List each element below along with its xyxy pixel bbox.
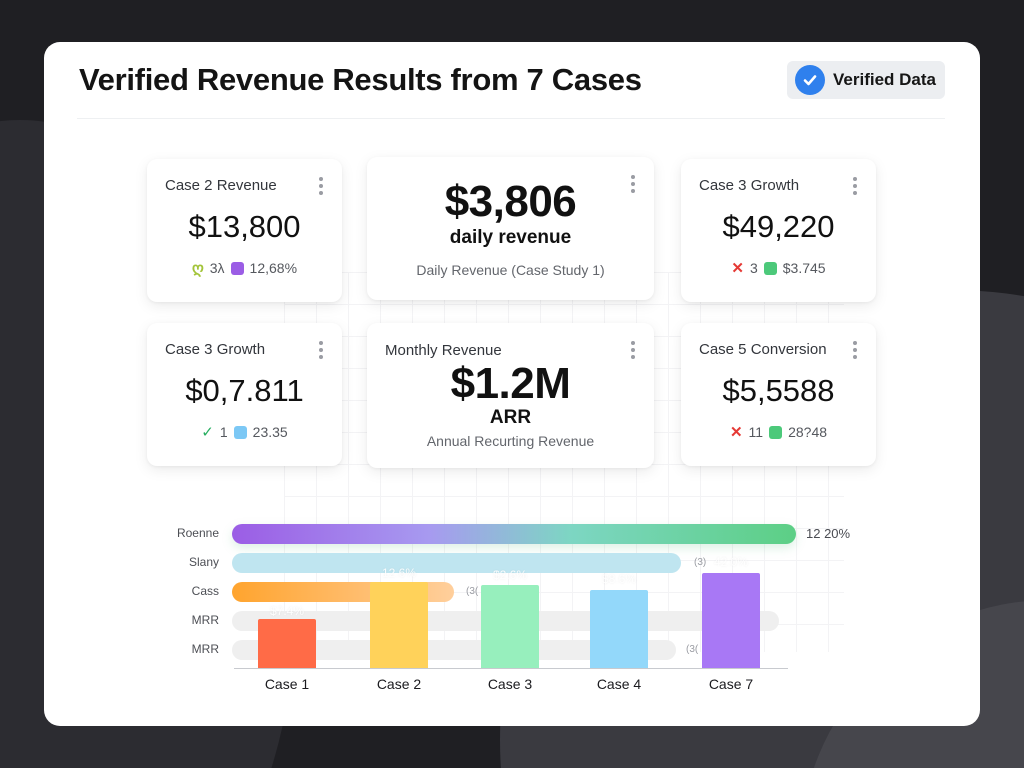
- row-label: MRR: [191, 613, 219, 627]
- more-options-icon[interactable]: [318, 177, 324, 195]
- card-subtitle: ARR: [489, 407, 532, 428]
- meta-value: 28?48: [788, 424, 828, 440]
- card-label: Monthly Revenue: [385, 342, 502, 359]
- meta-count: 3λ: [209, 260, 225, 276]
- more-options-icon[interactable]: [852, 341, 858, 359]
- x-tick-label: Case 3: [487, 676, 533, 692]
- horizontal-bar[interactable]: [232, 640, 676, 660]
- card-caption: Daily Revenue (Case Study 1): [416, 262, 605, 278]
- card-subtitle: daily revenue: [449, 227, 572, 248]
- revenue-chart: Roenne Slany Cass MRR MRR 12 20% (3) (3(…: [164, 520, 864, 695]
- card-meta: ღ 3λ 12,68%: [147, 259, 342, 277]
- x-tick-label: Case 4: [596, 676, 642, 692]
- card-meta: ✕ 3 $3.745: [681, 259, 876, 277]
- bar-case-3[interactable]: [481, 585, 539, 668]
- badge-label: Verified Data: [833, 70, 936, 89]
- metric-card-monthly-revenue[interactable]: Monthly Revenue $1.2M ARR Annual Recurti…: [367, 323, 654, 468]
- row-end-label: 12 20%: [806, 526, 851, 541]
- card-label: Case 2 Revenue: [165, 177, 277, 194]
- bar-value-label: $2.6%: [492, 568, 528, 582]
- x-tick-label: Case 2: [376, 676, 422, 692]
- meta-count: 1: [219, 424, 228, 440]
- page-title: Verified Revenue Results from 7 Cases: [79, 62, 642, 97]
- meta-count: 3: [749, 260, 758, 276]
- bar-case-7[interactable]: [702, 573, 760, 668]
- horizontal-bar[interactable]: [232, 524, 796, 544]
- row-label: MRR: [191, 642, 219, 656]
- x-tick-label: Case 7: [708, 676, 754, 692]
- card-value: $5,5588: [722, 373, 835, 408]
- legend-square-icon: [230, 261, 244, 275]
- card-value: $3,806: [444, 177, 577, 226]
- card-value: $49,220: [722, 209, 835, 244]
- bar-value-label: $8.6%: [601, 572, 637, 586]
- row-label: Cass: [191, 584, 219, 598]
- card-label: Case 3 Growth: [699, 177, 800, 194]
- card-value: $0,7.811: [185, 373, 304, 408]
- metric-card-case3-growth-2[interactable]: Case 3 Growth $0,7.811 ✓ 1 23.35: [147, 323, 342, 466]
- card-value: $13,800: [188, 209, 301, 244]
- legend-square-icon: [763, 261, 777, 275]
- bar-case-1[interactable]: [258, 619, 316, 668]
- metric-card-case3-growth[interactable]: Case 3 Growth $49,220 ✕ 3 $3.745: [681, 159, 876, 302]
- card-caption: Annual Recurting Revenue: [426, 433, 595, 449]
- check-circle-icon: [795, 65, 825, 95]
- row-label: Roenne: [176, 526, 219, 540]
- x-axis: [234, 668, 788, 669]
- more-options-icon[interactable]: [318, 341, 324, 359]
- x-icon: ✕: [731, 260, 744, 277]
- metric-card-daily-revenue[interactable]: $3,806 daily revenue Daily Revenue (Case…: [367, 157, 654, 300]
- more-options-icon[interactable]: [630, 175, 636, 193]
- metric-card-case5-conversion[interactable]: Case 5 Conversion $5,5588 ✕ 11 28?48: [681, 323, 876, 466]
- check-icon: ✓: [201, 424, 214, 441]
- leaf-icon: ღ: [191, 260, 204, 277]
- verified-data-badge[interactable]: Verified Data: [787, 61, 945, 99]
- more-options-icon[interactable]: [630, 341, 636, 359]
- card-label: Case 5 Conversion: [699, 341, 827, 358]
- row-end-label: (3): [694, 557, 707, 568]
- legend-square-icon: [769, 425, 783, 439]
- row-end-label: (3(: [686, 644, 699, 655]
- meta-count: 11: [748, 424, 764, 440]
- dashboard-panel: Verified Revenue Results from 7 Cases Ve…: [44, 42, 980, 726]
- card-meta: ✓ 1 23.35: [147, 423, 342, 441]
- meta-value: $3.745: [782, 260, 826, 276]
- bar-value-label: $7.4%: [269, 604, 305, 618]
- header-divider: [77, 118, 945, 119]
- bar-case-2[interactable]: [370, 582, 428, 668]
- metric-card-case2-revenue[interactable]: Case 2 Revenue $13,800 ღ 3λ 12,68%: [147, 159, 342, 302]
- card-label: Case 3 Growth: [165, 341, 266, 358]
- horizontal-bar[interactable]: [232, 553, 681, 573]
- legend-square-icon: [233, 425, 247, 439]
- x-icon: ✕: [729, 424, 743, 441]
- card-value: $1.2M: [450, 359, 571, 408]
- more-options-icon[interactable]: [852, 177, 858, 195]
- bar-value-label: 12.6%: [381, 566, 417, 580]
- meta-value: 12,68%: [249, 260, 298, 276]
- card-meta: ✕ 11 28?48: [681, 423, 876, 441]
- bar-value-label: 42.0%: [713, 555, 749, 569]
- x-tick-label: Case 1: [264, 676, 310, 692]
- row-end-label: (3(: [466, 586, 479, 597]
- bar-case-4[interactable]: [590, 590, 648, 668]
- row-label: Slany: [188, 555, 219, 569]
- meta-value: 23.35: [252, 424, 288, 440]
